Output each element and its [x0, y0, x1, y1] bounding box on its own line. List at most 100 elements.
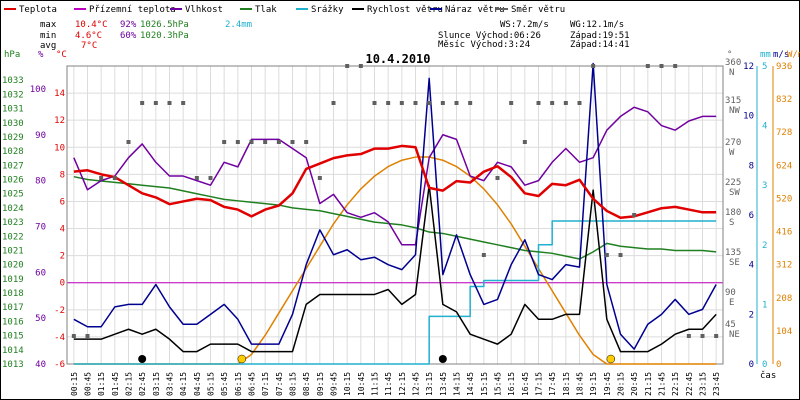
tick-time: 23:15 [699, 372, 708, 396]
wind-dir-point [604, 253, 609, 257]
wind-dir-point [194, 176, 199, 180]
series-srážky [73, 220, 717, 365]
wind-dir-point [331, 101, 336, 105]
unit-deg: ° [727, 50, 732, 60]
legend-label: Srážky [311, 5, 344, 15]
series-layer [71, 62, 719, 365]
tick-time: 13:15 [425, 372, 434, 396]
wind-dir-point [222, 140, 227, 144]
tick-hpa: 1014 [2, 346, 24, 356]
wind-dir-point [481, 253, 486, 257]
tick-mm: 3 [762, 181, 767, 191]
info-mesic-zapad: Západ:14:41 [570, 40, 630, 50]
wind-dir-point [249, 140, 254, 144]
tick-pct: 100 [30, 85, 46, 95]
sun-icon [237, 354, 247, 364]
tick-time: 15:15 [480, 372, 489, 396]
tick-time: 08:45 [302, 372, 311, 396]
tick-temp: 6 [60, 197, 65, 207]
tick-time: 05:45 [220, 372, 229, 396]
tick-ms: 2 [749, 310, 754, 320]
tick-deg: 135 [725, 248, 741, 258]
tick-hpa: 1017 [2, 303, 24, 313]
wind-dir-point [563, 101, 568, 105]
tick-deg: 270 [725, 138, 741, 148]
tick-ms: 8 [749, 161, 754, 171]
wind-dir-point [126, 140, 131, 144]
wind-dir-point [440, 101, 445, 105]
wind-dir-point [386, 101, 391, 105]
stat-max-label: max [40, 20, 57, 30]
sun-icon [606, 354, 616, 364]
unit-hpa: hPa [4, 50, 20, 60]
wind-dir-point [263, 140, 268, 144]
tick-time: 13:45 [439, 372, 448, 396]
tick-time: 08:15 [289, 372, 298, 396]
legend: Teplota Přízemní teplota Vlhkost Tlak Srážky… [4, 5, 565, 15]
tick-time: 09:15 [316, 372, 325, 396]
wind-dir-point [522, 140, 527, 144]
tick-wm: 416 [776, 228, 792, 238]
tick-time: 17:45 [548, 372, 557, 396]
legend-label: Směr větru [511, 5, 565, 15]
tick-deg-dir: N [729, 68, 734, 78]
series-rychlost-větru [73, 184, 717, 353]
wind-dir-point [550, 101, 555, 105]
wind-dir-point [167, 101, 172, 105]
tick-time: 10:45 [357, 372, 366, 396]
wind-dir-point [276, 140, 281, 144]
wind-dir-point [345, 64, 350, 68]
info-wg: WG:12.1m/s [570, 20, 624, 30]
tick-deg: 90 [725, 288, 736, 298]
tick-time: 21:15 [644, 372, 653, 396]
tick-wm: 520 [776, 194, 792, 204]
tick-hpa: 1024 [2, 204, 24, 214]
tick-time: 07:15 [261, 372, 270, 396]
wind-dir-point [686, 334, 691, 338]
tick-deg: 360 [725, 58, 741, 68]
tick-mm: 0 [762, 360, 767, 370]
info-slunce: Slunce Východ:06:26 [438, 31, 541, 41]
axis-units: hPa % °C ° mm m/s W/m² [4, 50, 800, 60]
wind-dir-point [536, 101, 541, 105]
stat-min-label: min [40, 31, 56, 41]
tick-temp: -6 [54, 360, 65, 370]
stat-max-temp: 10.4°C [75, 20, 108, 30]
tick-time: 16:45 [521, 372, 530, 396]
stat-max-rain: 2.4mm [225, 20, 252, 30]
wind-dir-point [618, 253, 623, 257]
tick-wm: 832 [776, 95, 792, 105]
wind-dir-point [645, 64, 650, 68]
tick-time: 00:45 [84, 372, 93, 396]
legend-label: Náraz větru [445, 5, 505, 15]
tick-time: 11:15 [371, 372, 380, 396]
unit-pct: % [38, 50, 44, 60]
tick-time: 11:45 [384, 372, 393, 396]
tick-temp: 10 [54, 143, 65, 153]
unit-temp: °C [56, 50, 67, 60]
tick-time: 05:15 [207, 372, 216, 396]
tick-temp: -4 [54, 333, 65, 343]
tick-time: 02:45 [138, 372, 147, 396]
wind-dir-point [290, 140, 295, 144]
tick-deg-dir: S [729, 218, 734, 228]
wind-dir-point [454, 101, 459, 105]
tick-temp: 0 [60, 279, 65, 289]
stat-min-temp: 4.6°C [75, 31, 102, 41]
tick-temp: 8 [60, 170, 65, 180]
wind-dir-point [71, 334, 76, 338]
unit-wm: W/m² [787, 50, 800, 60]
tick-temp: 2 [60, 252, 65, 262]
tick-deg-dir: W [729, 148, 735, 158]
wind-dir-point [304, 140, 309, 144]
tick-time: 14:45 [466, 372, 475, 396]
stat-avg-temp: 7°C [81, 41, 97, 51]
tick-deg-dir: NW [729, 106, 740, 116]
tick-pct: 90 [35, 131, 46, 141]
tick-time: 19:15 [589, 372, 598, 396]
tick-hpa: 1031 [2, 105, 24, 115]
tick-time: 01:45 [111, 372, 120, 396]
wind-dir-point [358, 64, 363, 68]
